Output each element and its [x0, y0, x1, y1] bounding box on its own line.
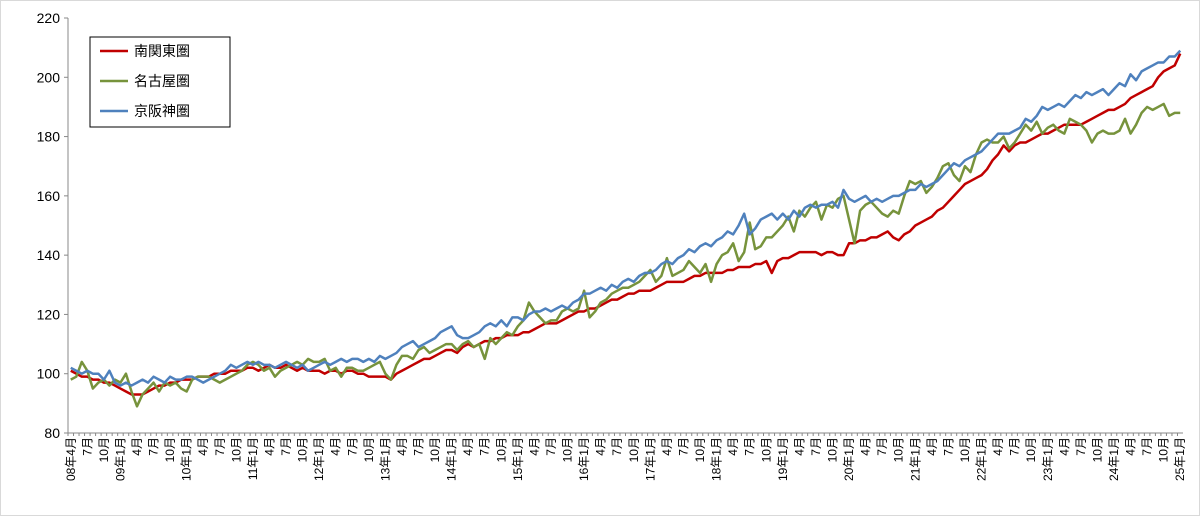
x-tick-label: 10月: [627, 437, 641, 462]
x-tick-label: 10月: [958, 437, 972, 462]
x-tick-label: 4月: [1057, 437, 1071, 456]
x-tick-label: 4月: [527, 437, 541, 456]
x-tick-label: 10月: [892, 437, 906, 462]
x-tick-label: 4月: [196, 437, 210, 456]
x-tick-label: 25年1月: [1173, 437, 1187, 481]
x-tick-label: 18年1月: [710, 437, 724, 481]
x-tick-label: 4月: [726, 437, 740, 456]
y-tick-label: 200: [37, 69, 61, 85]
legend-label: 南関東圏: [134, 43, 190, 59]
x-tick-label: 4月: [1124, 437, 1138, 456]
x-tick-label: 20年1月: [842, 437, 856, 481]
x-tick-label: 16年1月: [577, 437, 591, 481]
x-tick-label: 4月: [262, 437, 276, 456]
x-tick-label: 17年1月: [643, 437, 657, 481]
x-tick-label: 12年1月: [312, 437, 326, 481]
y-tick-label: 220: [37, 10, 61, 26]
x-tick-label: 10月: [362, 437, 376, 462]
x-tick-label: 7月: [875, 437, 889, 456]
x-tick-label: 7月: [941, 437, 955, 456]
x-tick-label: 21年1月: [908, 437, 922, 481]
y-tick-label: 140: [37, 247, 61, 263]
y-tick-label: 160: [37, 188, 61, 204]
y-tick-label: 80: [44, 425, 60, 441]
x-tick-label: 7月: [279, 437, 293, 456]
x-tick-label: 7月: [412, 437, 426, 456]
x-tick-label: 7月: [1074, 437, 1088, 456]
x-tick-label: 10月: [296, 437, 310, 462]
x-tick-label: 19年1月: [776, 437, 790, 481]
x-tick-label: 10月: [759, 437, 773, 462]
x-tick-label: 4月: [991, 437, 1005, 456]
x-tick-label: 10月: [693, 437, 707, 462]
x-tick-label: 10月: [1024, 437, 1038, 462]
x-tick-label: 4月: [395, 437, 409, 456]
x-tick-label: 7月: [345, 437, 359, 456]
series-line: [70, 49, 1182, 387]
x-tick-label: 10月: [97, 437, 111, 462]
x-tick-label: 09年1月: [113, 437, 127, 481]
x-tick-label: 7月: [676, 437, 690, 456]
x-tick-label: 10月: [163, 437, 177, 462]
x-tick-label: 4月: [594, 437, 608, 456]
x-tick-label: 24年1月: [1107, 437, 1121, 481]
x-tick-label: 4月: [660, 437, 674, 456]
x-tick-label: 4月: [792, 437, 806, 456]
x-tick-label: 4月: [925, 437, 939, 456]
x-tick-label: 11年1月: [246, 437, 260, 480]
x-tick-label: 10月: [428, 437, 442, 462]
y-tick-label: 180: [37, 129, 61, 145]
x-tick-label: 7月: [809, 437, 823, 456]
x-tick-label: 7月: [1008, 437, 1022, 456]
x-tick-label: 10月: [494, 437, 508, 462]
x-tick-label: 14年1月: [445, 437, 459, 481]
x-tick-label: 7月: [1140, 437, 1154, 456]
x-tick-label: 10月: [825, 437, 839, 462]
x-tick-label: 10月: [1157, 437, 1171, 462]
x-tick-label: 7月: [213, 437, 227, 456]
y-tick-label: 100: [37, 366, 61, 382]
x-tick-label: 10月: [229, 437, 243, 462]
series-line: [70, 53, 1182, 396]
y-tick-label: 120: [37, 306, 61, 322]
x-tick-label: 15年1月: [511, 437, 525, 481]
x-tick-label: 4月: [461, 437, 475, 456]
x-tick-label: 10月: [561, 437, 575, 462]
legend-label: 京阪神圏: [134, 103, 190, 119]
x-tick-label: 7月: [544, 437, 558, 456]
x-tick-label: 13年1月: [378, 437, 392, 481]
x-tick-label: 4月: [859, 437, 873, 456]
x-tick-label: 23年1月: [1041, 437, 1055, 481]
x-tick-label: 08年4月: [64, 437, 78, 481]
x-tick-label: 7月: [478, 437, 492, 456]
legend-label: 名古屋圏: [134, 73, 190, 89]
x-tick-label: 10月: [1090, 437, 1104, 462]
x-tick-label: 22年1月: [975, 437, 989, 481]
x-tick-label: 10年1月: [180, 437, 194, 481]
x-tick-label: 7月: [743, 437, 757, 456]
x-tick-label: 7月: [80, 437, 94, 456]
x-tick-label: 4月: [329, 437, 343, 456]
x-tick-label: 7月: [147, 437, 161, 456]
x-tick-label: 7月: [610, 437, 624, 456]
x-tick-label: 4月: [130, 437, 144, 456]
